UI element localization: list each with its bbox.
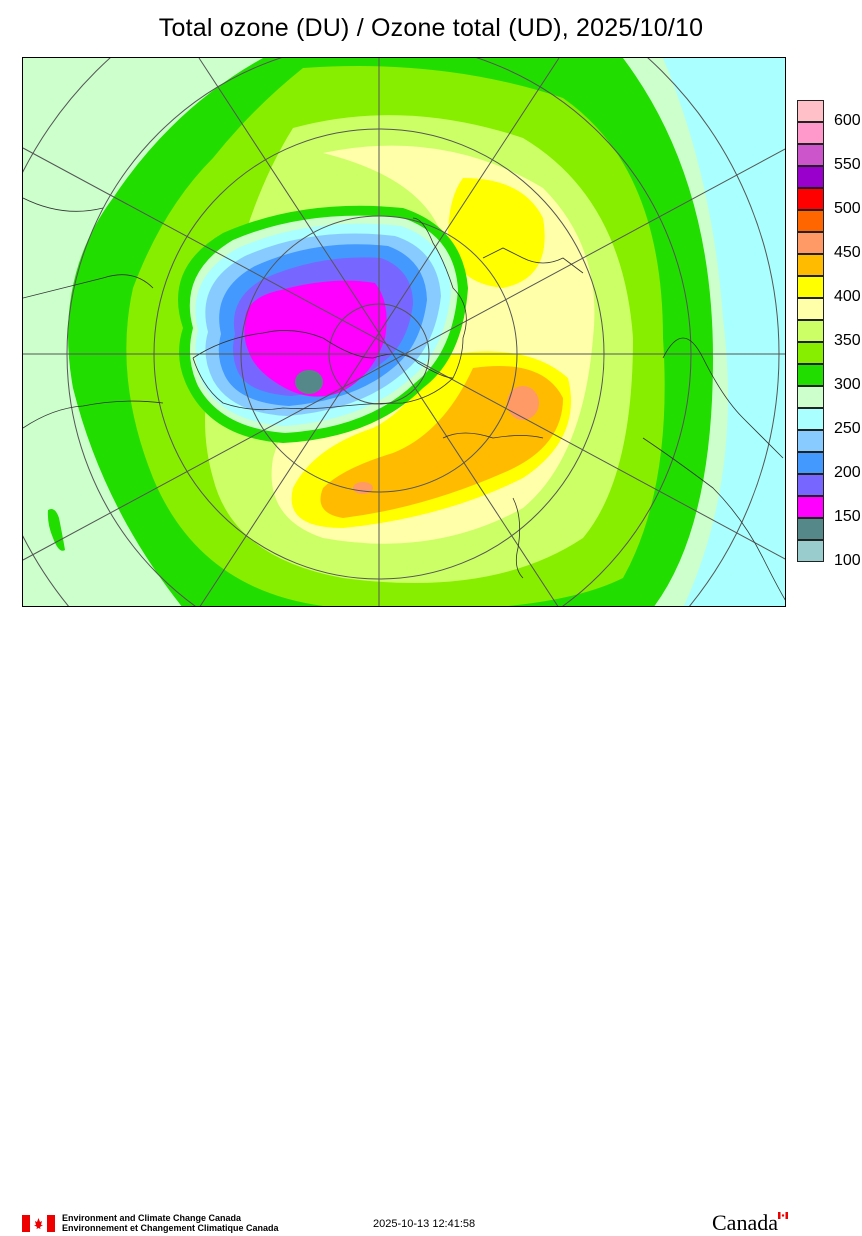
coastline — [23, 197, 104, 212]
legend-swatch — [797, 320, 824, 342]
footer: Environment and Climate Change Canada En… — [0, 606, 862, 1235]
legend-swatch — [797, 540, 824, 562]
legend-label: 550 — [834, 156, 861, 173]
legend-swatch — [797, 254, 824, 276]
legend-label: 200 — [834, 464, 861, 481]
legend-swatch — [797, 364, 824, 386]
legend-label: 500 — [834, 200, 861, 217]
legend-swatch — [797, 144, 824, 166]
legend-swatch — [797, 518, 824, 540]
legend-swatch — [797, 122, 824, 144]
timestamp: 2025-10-13 12:41:58 — [373, 1218, 476, 1230]
antarctica-coast-south — [192, 357, 454, 411]
legend-swatch — [797, 276, 824, 298]
antarctica-coast — [192, 217, 467, 379]
legend-label: 600 — [834, 112, 861, 129]
contour-yellow-upper — [448, 178, 545, 288]
meridian — [23, 148, 785, 561]
agency-name-fr: Environnement et Changement Climatique C… — [62, 1223, 279, 1233]
coastline — [442, 432, 544, 439]
legend-swatch — [797, 474, 824, 496]
coastline — [662, 337, 784, 459]
coastline — [482, 247, 584, 274]
legend-label: 400 — [834, 288, 861, 305]
graticule — [23, 58, 785, 606]
coastline — [512, 497, 524, 579]
legend-swatch — [797, 210, 824, 232]
contour-green-islet — [47, 509, 65, 551]
legend-label: 250 — [834, 420, 861, 437]
legend-swatch — [797, 166, 824, 188]
map-title: Total ozone (DU) / Ozone total (UD), 202… — [158, 14, 704, 42]
legend-swatch — [797, 386, 824, 408]
legend-swatch — [797, 430, 824, 452]
legend-swatch — [797, 298, 824, 320]
coastline — [23, 400, 164, 429]
legend-swatch — [797, 188, 824, 210]
agency-name-en: Environment and Climate Change Canada — [62, 1213, 242, 1223]
contour-orange — [320, 366, 563, 518]
contour-cyan — [663, 58, 785, 606]
canada-flag-icon — [22, 1215, 55, 1232]
meridian — [199, 58, 560, 606]
hole-core-violet — [244, 280, 387, 397]
coastline — [23, 274, 154, 299]
legend-swatch — [797, 496, 824, 518]
coastline — [642, 437, 785, 601]
ozone-map-svg — [23, 58, 785, 606]
legend-label: 300 — [834, 376, 861, 393]
agency-name: Environment and Climate Change Canada En… — [62, 1213, 279, 1233]
legend-label: 150 — [834, 508, 861, 525]
legend-label: 450 — [834, 244, 861, 261]
hole-core-minimum — [295, 370, 323, 394]
contour-salmon-1 — [507, 386, 539, 420]
wordmark-flag-icon — [778, 1212, 788, 1219]
contour-salmon-2 — [353, 482, 373, 494]
legend-swatch — [797, 100, 824, 122]
coastlines — [23, 197, 785, 601]
legend-swatch — [797, 232, 824, 254]
canada-wordmark: Canada — [712, 1210, 778, 1235]
legend-label: 350 — [834, 332, 861, 349]
legend-swatch — [797, 408, 824, 430]
ozone-map — [22, 57, 786, 607]
legend-swatch — [797, 452, 824, 474]
legend-label: 100 — [834, 552, 861, 569]
legend-swatch — [797, 342, 824, 364]
